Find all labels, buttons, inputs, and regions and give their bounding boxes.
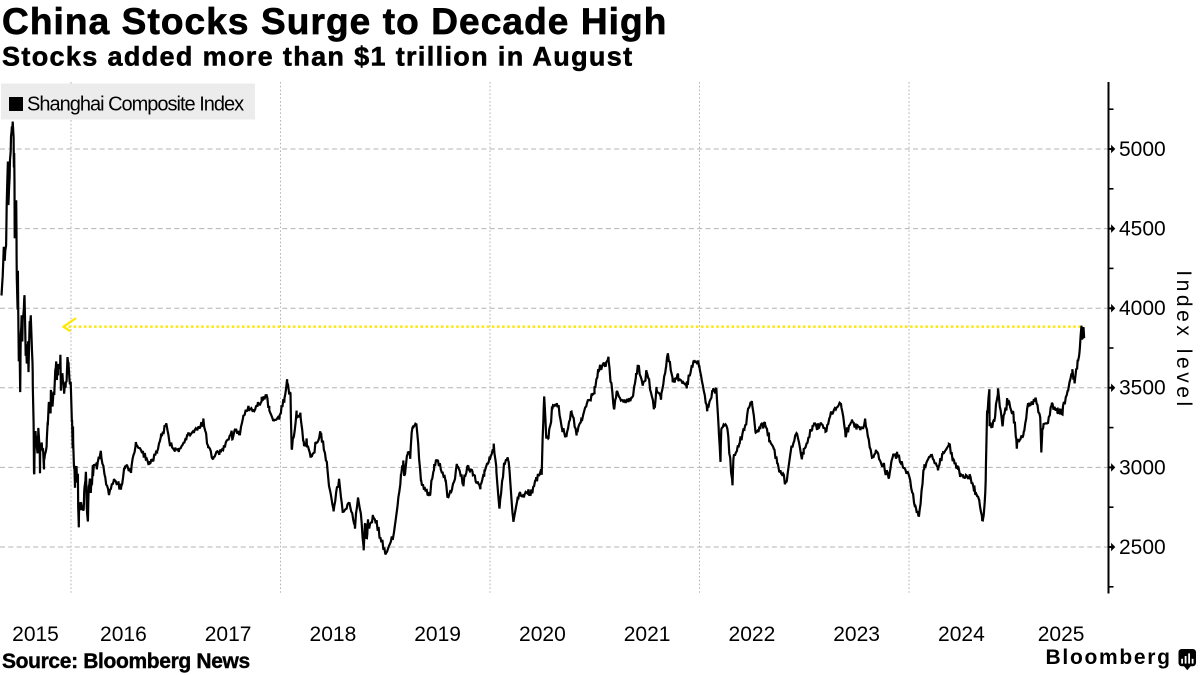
svg-text:2025: 2025 [1038, 623, 1085, 646]
svg-text:3000: 3000 [1119, 456, 1166, 479]
svg-text:2016: 2016 [100, 623, 147, 646]
svg-text:China Stocks Surge to Decade H: China Stocks Surge to Decade High [2, 1, 667, 42]
svg-text:Shanghai Composite Index: Shanghai Composite Index [27, 94, 244, 116]
svg-text:2020: 2020 [519, 623, 566, 646]
svg-text:2019: 2019 [414, 623, 461, 646]
svg-text:Source: Bloomberg News: Source: Bloomberg News [2, 650, 250, 673]
svg-text:2018: 2018 [310, 623, 357, 646]
svg-text:2024: 2024 [938, 623, 985, 646]
svg-text:Stocks added more than $1 tril: Stocks added more than $1 trillion in Au… [2, 42, 633, 72]
svg-text:Index level: Index level [1172, 270, 1195, 409]
svg-text:2500: 2500 [1119, 536, 1166, 559]
svg-text:2015: 2015 [12, 623, 59, 646]
svg-text:4500: 4500 [1119, 218, 1166, 241]
svg-text:Bloomberg: Bloomberg [1046, 646, 1172, 669]
svg-text:3500: 3500 [1119, 377, 1166, 400]
svg-text:2023: 2023 [833, 623, 880, 646]
svg-text:2022: 2022 [729, 623, 776, 646]
svg-text:2021: 2021 [624, 623, 671, 646]
svg-text:5000: 5000 [1119, 138, 1166, 161]
svg-text:4000: 4000 [1119, 297, 1166, 320]
svg-text:2017: 2017 [205, 623, 252, 646]
